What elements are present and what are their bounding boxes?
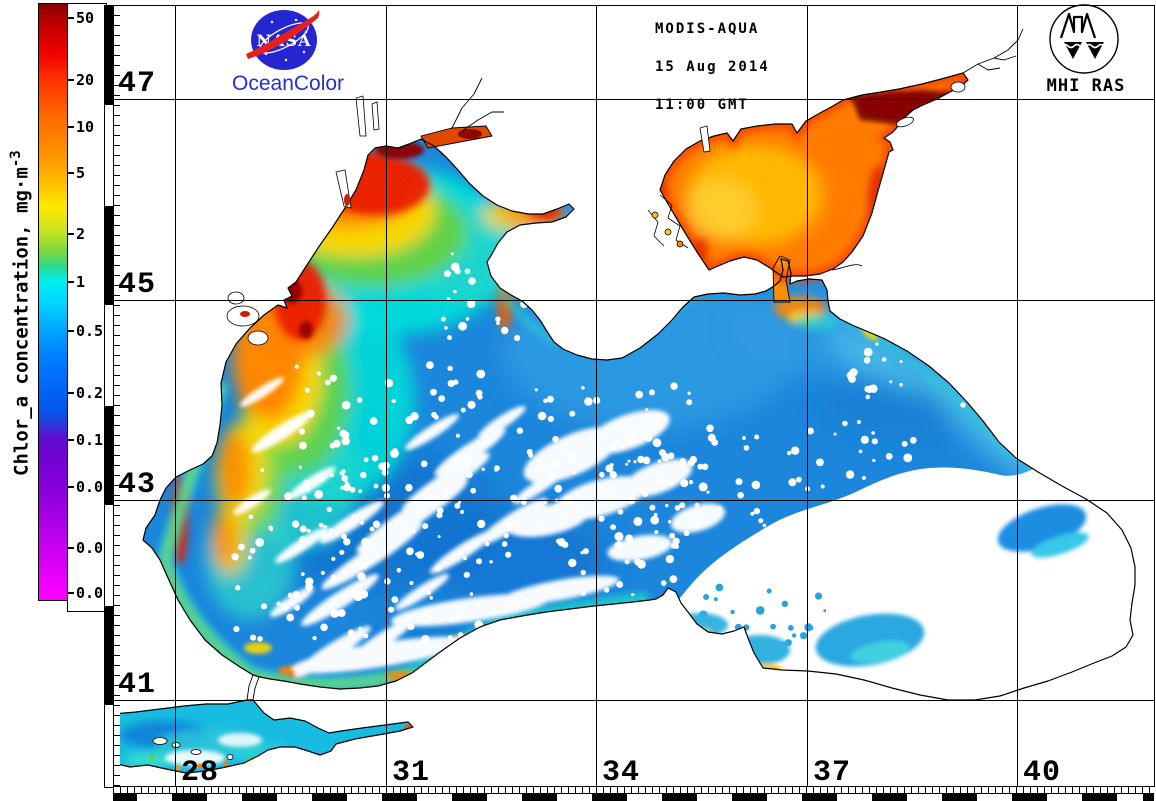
image-time: 11:00 GMT [655, 97, 749, 113]
colorbar-tick-label: 0.1 [76, 431, 104, 449]
longitude-grid-line [1017, 5, 1018, 786]
longitude-label: 37 [813, 756, 852, 790]
colorbar-tick: 0.5 [68, 320, 103, 342]
latitude-label: 43 [118, 468, 157, 502]
colorbar-tick-dash [68, 330, 74, 332]
colorbar-tick-label: 5 [76, 164, 86, 182]
longitude-label: 31 [392, 756, 431, 790]
colorbar-tick-dash [68, 172, 74, 174]
colorbar-tick: 0.2 [68, 382, 103, 404]
longitude-label: 34 [602, 756, 641, 790]
colorbar-gradient [38, 3, 68, 601]
colorbar-tick-label: 0.02 [76, 539, 113, 557]
colorbar-tick: 0.02 [68, 537, 112, 559]
longitude-grid-line [807, 5, 808, 786]
colorbar-title-exponent: -3 [8, 150, 24, 168]
black-sea-map [113, 28, 1136, 774]
latitude-label: 45 [118, 268, 157, 302]
colorbar-tick: 50 [68, 7, 94, 29]
colorbar-tick: 0.01 [68, 582, 112, 604]
colorbar-tick-dash [68, 592, 74, 594]
colorbar-tick-label: 0.05 [76, 478, 113, 496]
colorbar-tick-dash [68, 281, 74, 283]
longitude-label: 40 [1023, 756, 1062, 790]
colorbar-tick: 10 [68, 116, 94, 138]
longitude-grid-line [386, 5, 387, 786]
colorbar-tick-dash [68, 17, 74, 19]
nasa-swoosh [246, 10, 320, 59]
cloud-speckles [231, 252, 1012, 661]
latitude-label: 47 [118, 67, 157, 101]
colorbar-tick-label: 10 [76, 118, 95, 136]
colorbar-tick-dash [68, 439, 74, 441]
longitude-ruler-blocks [113, 794, 1154, 801]
latitude-label: 41 [118, 668, 157, 702]
colorbar-tick-label: 0.5 [76, 322, 104, 340]
longitude-label: 28 [181, 756, 220, 790]
colorbar-tick-label: 1 [76, 273, 86, 291]
colorbar-tick-label: 20 [76, 71, 95, 89]
sensor-name: MODIS-AQUA [655, 21, 760, 37]
colorbar-tick: 0.1 [68, 429, 103, 451]
longitude-grid-line [596, 5, 597, 786]
mhi-ras-logo [1046, 2, 1122, 82]
colorbar-tick: 0.05 [68, 476, 112, 498]
oceancolor-wordmark: OceanColor [232, 72, 345, 95]
colorbar-tick: 2 [68, 223, 85, 245]
colorbar-tick-label: 50 [76, 9, 95, 27]
colorbar-tick-label: 0.01 [76, 584, 113, 602]
longitude-ruler-fine-ticks [113, 787, 1154, 794]
colorbar-tick-dash [68, 392, 74, 394]
latitude-grid-line [113, 99, 1154, 100]
image-date: 15 Aug 2014 [655, 59, 770, 75]
colorbar-tick-dash [68, 126, 74, 128]
mhi-ras-wordmark: MHI RAS [1046, 76, 1126, 96]
colorbar-tick: 20 [68, 69, 94, 91]
colorbar-tick-label: 2 [76, 225, 86, 243]
coastlines [113, 28, 1136, 774]
latitude-grid-line [113, 500, 1154, 501]
colorbar-tick-dash [68, 547, 74, 549]
mhi-emblem-wave [1061, 43, 1105, 49]
colorbar-title: Chlor_a concentration, mg·m-3 [8, 150, 33, 476]
water-fill-layer [113, 73, 1135, 773]
mhi-emblem-glyph [1059, 12, 1097, 39]
latitude-grid-line [113, 300, 1154, 301]
colorbar-tick-dash [68, 79, 74, 81]
colorbar-tick: 1 [68, 271, 85, 293]
nasa-logo: NASA [246, 8, 324, 78]
colorbar-tick: 5 [68, 162, 85, 184]
lagoon-outlines [152, 81, 966, 760]
image-stamp: MODIS-AQUA 15 Aug 2014 11:00 GMT [655, 20, 770, 115]
latitude-grid-line [113, 700, 1154, 701]
colorbar-tick-box: 50 20 10 5 2 1 [67, 3, 112, 612]
latitude-ruler-fine-ticks [114, 5, 120, 786]
longitude-grid-line [175, 5, 176, 786]
colorbar-tick-dash [68, 486, 74, 488]
colorbar-tick-label: 0.2 [76, 384, 104, 402]
colorbar-tick-dash [68, 233, 74, 235]
